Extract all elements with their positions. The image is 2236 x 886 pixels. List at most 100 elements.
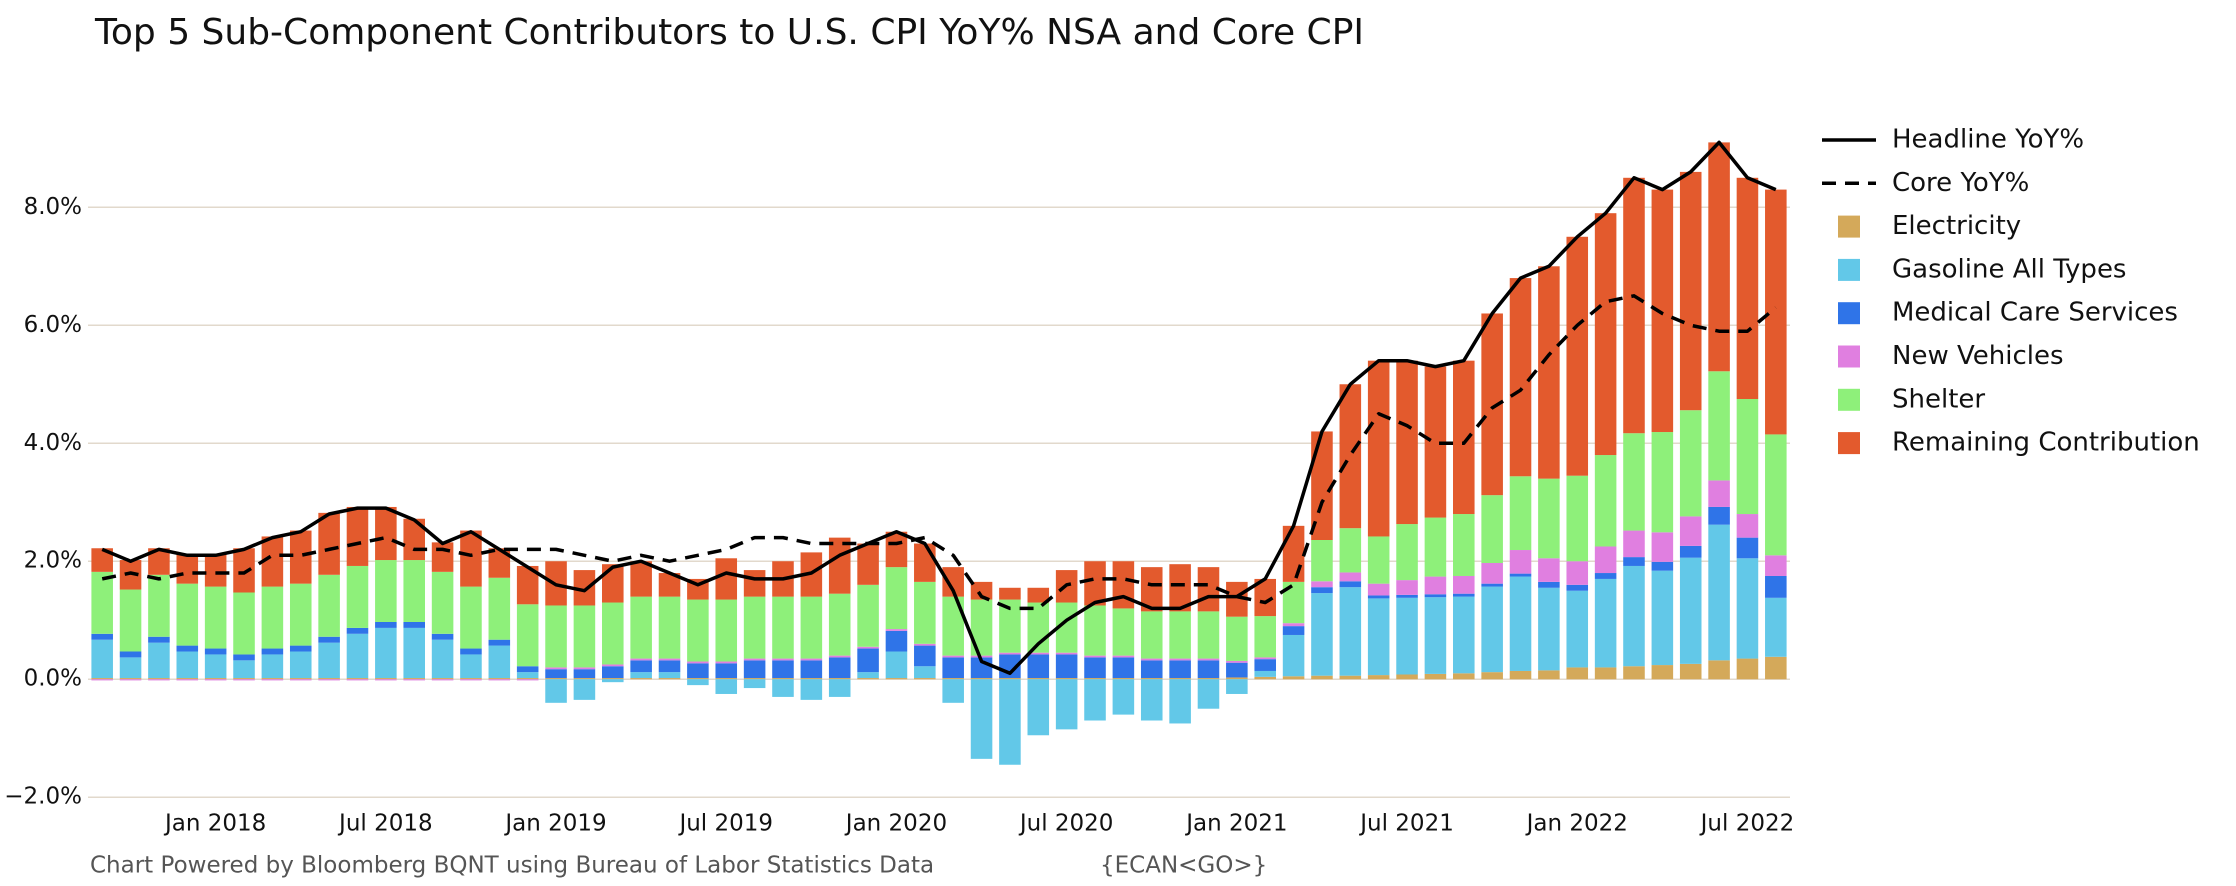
bar-segment xyxy=(1538,670,1560,680)
bar-segment xyxy=(1311,593,1333,676)
bar-segment xyxy=(1282,525,1305,582)
bar-segment xyxy=(1538,266,1560,479)
bar-segment xyxy=(914,645,936,667)
bar-segment xyxy=(516,565,539,605)
bar-segment xyxy=(431,542,454,572)
bar-segment xyxy=(91,548,113,572)
bar-segment xyxy=(204,554,227,587)
bar-segment xyxy=(857,543,879,585)
bar-segment xyxy=(1651,570,1674,666)
y-tick-label: 0.0% xyxy=(24,666,82,692)
bar-segment xyxy=(1566,584,1589,591)
bar-segment xyxy=(1679,516,1702,546)
bar-segment xyxy=(148,642,170,679)
bar-segment xyxy=(573,570,596,606)
bar-segment xyxy=(1623,530,1645,558)
bar-segment xyxy=(176,645,199,652)
bar-segment xyxy=(403,679,425,681)
bar-segment xyxy=(289,679,312,681)
bar-segment xyxy=(828,593,851,656)
bar-segment xyxy=(1084,605,1106,656)
bar-segment xyxy=(488,679,511,681)
bar-segment xyxy=(885,629,908,631)
bar-segment xyxy=(1339,587,1362,676)
bar-segment xyxy=(119,679,142,681)
bar-segment xyxy=(431,571,454,634)
bar-segment xyxy=(658,678,681,680)
bar-segment xyxy=(1197,611,1220,659)
legend-swatch xyxy=(1838,388,1860,411)
bar-segment xyxy=(403,627,425,679)
bar-segment xyxy=(658,672,681,679)
bar-segment xyxy=(545,669,567,679)
bar-segment xyxy=(233,678,255,680)
bar-segment xyxy=(1509,476,1532,551)
bar-segment xyxy=(431,679,454,681)
bar-segment xyxy=(318,636,340,643)
bar-segment xyxy=(857,584,879,647)
bar-segment xyxy=(204,586,227,649)
bar-segment xyxy=(1481,583,1503,587)
bar-segment xyxy=(602,679,624,683)
bar-segment xyxy=(970,655,993,658)
bar-segment xyxy=(1339,581,1362,588)
bar-segment xyxy=(1765,597,1787,657)
bar-segment xyxy=(1055,654,1078,679)
bar-segment xyxy=(233,654,255,661)
bar-segment xyxy=(1027,652,1050,655)
bar-segment xyxy=(1367,536,1390,584)
bar-segment xyxy=(1623,565,1645,667)
bar-segment xyxy=(346,565,369,628)
bar-segment xyxy=(602,564,624,603)
bar-segment xyxy=(1396,524,1418,581)
bar-segment xyxy=(602,602,624,665)
bar-segment xyxy=(1708,371,1730,481)
bar-segment xyxy=(1027,654,1050,679)
bar-segment xyxy=(1538,478,1560,559)
bar-segment xyxy=(857,678,879,680)
bar-segment xyxy=(1367,598,1390,676)
bar-segment xyxy=(91,633,113,640)
legend-swatch xyxy=(1838,345,1860,368)
bar-segment xyxy=(289,583,312,646)
bar-segment xyxy=(1453,673,1475,680)
bar-segment xyxy=(1055,679,1078,730)
bar-segment xyxy=(999,678,1021,680)
bar-segment xyxy=(1169,679,1191,724)
bar-segment xyxy=(1424,673,1447,680)
bar-segment xyxy=(772,678,794,680)
bar-segment xyxy=(261,536,284,587)
bar-segment xyxy=(772,679,794,697)
bar-segment xyxy=(1566,561,1589,585)
bar-segment xyxy=(715,599,738,662)
bar-segment xyxy=(800,679,823,700)
bar-segment xyxy=(885,651,908,679)
bar-segment xyxy=(119,678,142,680)
bar-segment xyxy=(942,679,964,703)
bar-segment xyxy=(1169,564,1191,612)
bar-segment xyxy=(1197,679,1220,709)
bar-segment xyxy=(1708,142,1730,372)
bar-segment xyxy=(1679,557,1702,664)
bar-segment xyxy=(1254,616,1276,658)
bar-segment xyxy=(602,678,624,680)
bar-segment xyxy=(1396,594,1418,598)
chart-title: Top 5 Sub-Component Contributors to U.S.… xyxy=(94,12,1364,53)
bar-segment xyxy=(857,672,879,679)
bar-segment xyxy=(1140,658,1163,661)
x-tick-label: Jul 2020 xyxy=(1018,811,1114,837)
bar-segment xyxy=(1651,561,1674,571)
bar-segment xyxy=(1623,177,1645,434)
bar-segment xyxy=(1594,213,1617,456)
bar-segment xyxy=(545,679,567,703)
bar-segment xyxy=(375,679,397,681)
bar-segment xyxy=(772,596,794,659)
bar-segment xyxy=(1509,278,1532,477)
bar-segment xyxy=(1396,360,1418,525)
bar-segment xyxy=(1140,567,1163,612)
bar-segment xyxy=(1594,667,1617,680)
bar-segment xyxy=(1282,623,1305,627)
bar-segment xyxy=(1396,580,1418,595)
bar-segment xyxy=(1679,545,1702,558)
